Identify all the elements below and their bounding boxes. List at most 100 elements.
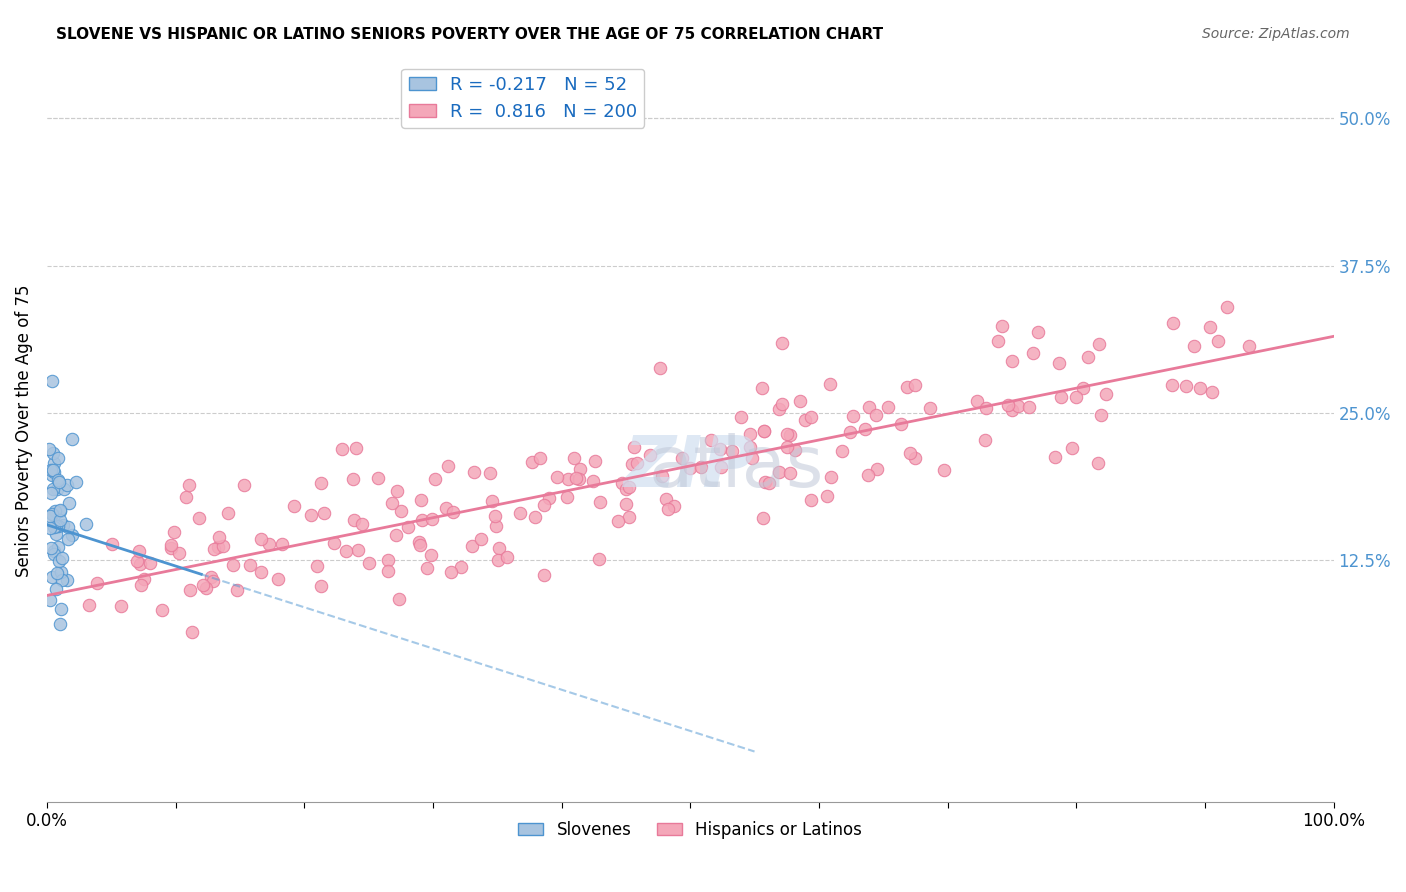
Point — [974, 433, 997, 447]
Point — [56, 478, 79, 492]
Point — [710, 459, 733, 474]
Point — [51, 551, 73, 566]
Point — [45, 582, 67, 596]
Point — [128, 544, 150, 558]
Point — [41, 507, 63, 521]
Point — [41, 375, 63, 389]
Point — [42, 446, 65, 460]
Point — [463, 466, 485, 480]
Point — [856, 468, 879, 483]
Point — [509, 506, 531, 520]
Point — [420, 512, 443, 526]
Point — [1007, 399, 1029, 413]
Point — [39, 509, 62, 524]
Point — [768, 466, 790, 480]
Point — [350, 516, 373, 531]
Point — [86, 576, 108, 591]
Point — [270, 537, 292, 551]
Point — [42, 465, 65, 479]
Point — [207, 530, 229, 544]
Point — [38, 593, 60, 607]
Point — [179, 582, 201, 597]
Point — [546, 470, 568, 484]
Point — [45, 527, 67, 541]
Point — [42, 519, 65, 533]
Point — [789, 393, 811, 408]
Point — [409, 537, 432, 551]
Point — [44, 456, 66, 470]
Point — [751, 381, 773, 395]
Point — [721, 444, 744, 458]
Point — [440, 566, 463, 580]
Point — [389, 504, 412, 518]
Point — [538, 491, 561, 505]
Point — [176, 490, 198, 504]
Point — [56, 574, 79, 588]
Point — [896, 380, 918, 394]
Point — [741, 451, 763, 466]
Point — [344, 442, 367, 456]
Point — [127, 554, 149, 568]
Point — [479, 467, 502, 481]
Point — [1175, 379, 1198, 393]
Point — [865, 462, 887, 476]
Point — [187, 511, 209, 525]
Point — [46, 450, 69, 465]
Point — [987, 334, 1010, 348]
Point — [623, 440, 645, 454]
Point — [330, 442, 353, 456]
Point — [1088, 337, 1111, 351]
Point — [1001, 354, 1024, 368]
Point — [110, 599, 132, 614]
Point — [408, 534, 430, 549]
Point — [700, 433, 723, 447]
Point — [904, 451, 927, 466]
Point — [529, 450, 551, 465]
Point — [1087, 456, 1109, 470]
Point — [41, 467, 63, 482]
Point — [709, 442, 731, 456]
Point — [619, 480, 641, 494]
Text: Source: ZipAtlas.com: Source: ZipAtlas.com — [1202, 27, 1350, 41]
Point — [1026, 325, 1049, 339]
Point — [436, 459, 458, 474]
Point — [314, 506, 336, 520]
Point — [865, 408, 887, 422]
Point — [617, 510, 640, 524]
Point — [820, 470, 842, 484]
Point — [1043, 450, 1066, 464]
Point — [250, 565, 273, 579]
Point — [770, 335, 793, 350]
Y-axis label: Seniors Poverty Over the Age of 75: Seniors Poverty Over the Age of 75 — [15, 285, 32, 577]
Point — [738, 426, 761, 441]
Point — [434, 501, 457, 516]
Point — [638, 448, 661, 462]
Point — [990, 319, 1012, 334]
Point — [42, 482, 65, 496]
Point — [42, 508, 65, 522]
Point — [533, 568, 555, 582]
Point — [48, 475, 70, 490]
Point — [48, 513, 70, 527]
Point — [932, 463, 955, 477]
Point — [49, 565, 72, 579]
Point — [858, 400, 880, 414]
Point — [1047, 356, 1070, 370]
Point — [1095, 386, 1118, 401]
Point — [904, 378, 927, 392]
Point — [58, 496, 80, 510]
Point — [838, 425, 860, 440]
Point — [38, 521, 60, 535]
Point — [1064, 390, 1087, 404]
Point — [751, 511, 773, 525]
Point — [793, 413, 815, 427]
Point — [425, 472, 447, 486]
Point — [655, 491, 678, 506]
Point — [1018, 401, 1040, 415]
Point — [49, 602, 72, 616]
Point — [342, 472, 364, 486]
Point — [486, 552, 509, 566]
Point — [1073, 381, 1095, 395]
Point — [588, 551, 610, 566]
Point — [1077, 351, 1099, 365]
